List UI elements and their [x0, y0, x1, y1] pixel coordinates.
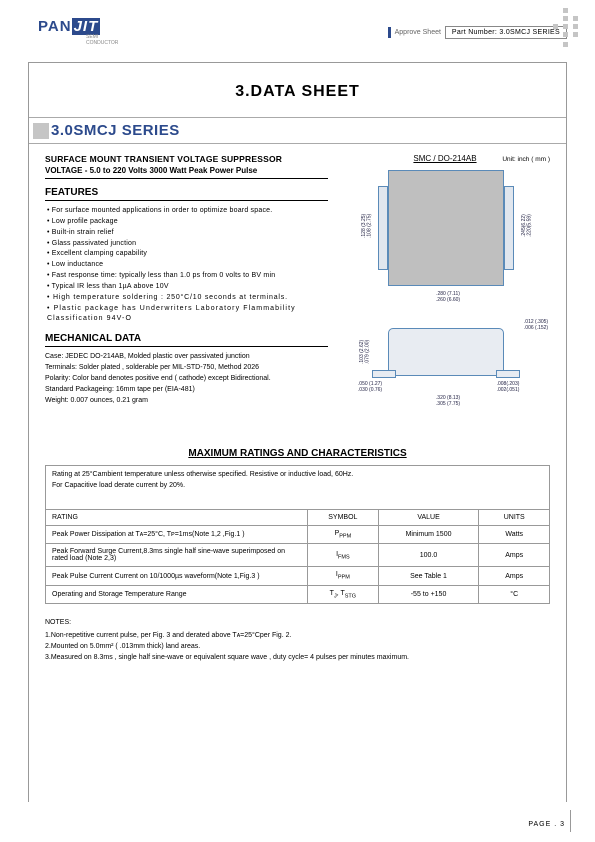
dim-thick: .012 (.305) .006 (.152)	[516, 320, 556, 331]
col-value: VALUE	[378, 510, 479, 526]
left-column: SURFACE MOUNT TRANSIENT VOLTAGE SUPPRESS…	[45, 154, 328, 432]
col-symbol: SYMBOL	[308, 510, 379, 526]
chip-body	[388, 170, 504, 286]
feature-item: Low profile package	[47, 217, 328, 228]
cell-rating: Operating and Storage Temperature Range	[46, 585, 308, 603]
cell-units: Watts	[479, 526, 550, 544]
table-row: Peak Forward Surge Current,8.3ms single …	[46, 544, 550, 567]
cell-rating: Peak Pulse Current Current on 10/1000µs …	[46, 567, 308, 585]
features-title: FEATURES	[45, 187, 328, 201]
table-row: Operating and Storage Temperature Range …	[46, 585, 550, 603]
page-footer: PAGE . 3	[528, 821, 565, 828]
package-side-figure: .103 (2.62) .079 (2.00) .050 (1.27) .030…	[340, 320, 545, 432]
mech-line: Case: JEDEC DO-214AB, Molded plastic ove…	[45, 352, 328, 363]
cell-rating: Peak Power Dissipation at Tᴀ=25°C, Tᴘ=1m…	[46, 526, 308, 544]
approve-bar-icon	[388, 27, 391, 38]
table-row: Peak Pulse Current Current on 10/1000µs …	[46, 567, 550, 585]
page-number: 3	[560, 821, 565, 828]
col-rating: RATING	[46, 510, 308, 526]
mechanical-title: MECHANICAL DATA	[45, 333, 328, 347]
content-row: SURFACE MOUNT TRANSIENT VOLTAGE SUPPRESS…	[29, 154, 566, 432]
cell-symbol: IPPM	[308, 567, 379, 585]
mechanical-data: Case: JEDEC DO-214AB, Molded plastic ove…	[45, 352, 328, 406]
series-marker-icon	[33, 123, 49, 139]
max-ratings-note: Rating at 25°Cambient temperature unless…	[45, 465, 550, 495]
logo-sub2: CONDUCTOR	[86, 40, 118, 46]
dim-right: .245(6.22) .220(5.59)	[522, 196, 533, 256]
side-foot-left	[372, 370, 396, 378]
cell-symbol: PPPM	[308, 526, 379, 544]
logo-sub: SEMI CONDUCTOR	[86, 35, 118, 46]
dim-left: .128 (3.25) .108 (2.75)	[362, 196, 373, 256]
feature-item: High temperature soldering : 250°C/10 se…	[47, 293, 328, 304]
table-spacer	[45, 495, 550, 509]
header: PANJIT SEMI CONDUCTOR Approve Sheet Part…	[0, 0, 595, 52]
voltage-line: VOLTAGE - 5.0 to 220 Volts 3000 Watt Pea…	[45, 166, 328, 179]
feature-item: Glass passivated junction	[47, 239, 328, 250]
feature-item: Typical IR less than 1µA above 10V	[47, 282, 328, 293]
cell-rating: Peak Forward Surge Current,8.3ms single …	[46, 544, 308, 567]
dim-overall-w: .320 (8.13) .305 (7.75)	[422, 396, 474, 407]
max-note-line: For Capacitive load derate current by 20…	[52, 481, 543, 492]
series-title: 3.0SMCJ SERIES	[51, 122, 180, 139]
note-line: 3.Measured on 8.3ms , single half sine-w…	[45, 653, 550, 664]
logo-jit: JIT	[72, 18, 101, 35]
package-label: SMC / DO-214AB	[410, 154, 480, 163]
features-list: For surface mounted applications in orde…	[45, 206, 328, 325]
note-line: 2.Mounted on 5.0mm² ( .013mm thick) land…	[45, 642, 550, 653]
unit-label: Unit: inch ( mm )	[480, 156, 550, 163]
package-top-figure: .128 (3.25) .108 (2.75) .245(6.22) .220(…	[340, 166, 545, 316]
approve-label: Approve Sheet	[395, 29, 441, 36]
feature-item: For surface mounted applications in orde…	[47, 206, 328, 217]
dim-foot: .050 (1.27) .030 (0.76)	[348, 382, 392, 393]
cell-symbol: TJ, TSTG	[308, 585, 379, 603]
feature-item: Low inductance	[47, 260, 328, 271]
decorative-dots-icon	[545, 8, 587, 54]
cell-value: See Table 1	[378, 567, 479, 585]
mech-line: Weight: 0.007 ounces, 0.21 gram	[45, 396, 328, 407]
page-label: PAGE .	[528, 821, 557, 828]
cell-value: Minimum 1500	[378, 526, 479, 544]
feature-item: Fast response time: typically less than …	[47, 271, 328, 282]
cell-units: °C	[479, 585, 550, 603]
document-title: 3.DATA SHEET	[29, 83, 566, 101]
footer-divider	[570, 810, 571, 832]
max-ratings-title: MAXIMUM RATINGS AND CHARACTERISTICS	[45, 448, 550, 459]
notes-section: NOTES: 1.Non-repetitive current pulse, p…	[45, 618, 550, 663]
mech-line: Terminals: Solder plated , solderable pe…	[45, 363, 328, 374]
notes-heading: NOTES:	[45, 618, 550, 629]
logo-pan: PAN	[38, 18, 72, 35]
dim-side-h: .103 (2.62) .079 (2.00)	[360, 330, 371, 374]
cell-units: Amps	[479, 544, 550, 567]
cell-value: -55 to +150	[378, 585, 479, 603]
table-row: Peak Power Dissipation at Tᴀ=25°C, Tᴘ=1m…	[46, 526, 550, 544]
table-header-row: RATING SYMBOL VALUE UNITS	[46, 510, 550, 526]
max-note-line: Rating at 25°Cambient temperature unless…	[52, 470, 543, 481]
right-column: SMC / DO-214AB Unit: inch ( mm ) .128 (3…	[340, 154, 550, 432]
side-body	[388, 328, 504, 376]
logo: PANJIT SEMI CONDUCTOR	[38, 18, 118, 46]
ratings-table: RATING SYMBOL VALUE UNITS Peak Power Dis…	[45, 509, 550, 604]
side-foot-right	[496, 370, 520, 378]
logo-main: PANJIT	[38, 18, 118, 35]
series-title-bar: 3.0SMCJ SERIES	[29, 117, 566, 144]
dim-bottom: .280 (7.11) .260 (6.60)	[418, 292, 478, 303]
feature-item: Plastic package has Underwriters Laborat…	[47, 304, 328, 326]
dim-tab: .008(.203) .002(.051)	[486, 382, 530, 393]
subheading: SURFACE MOUNT TRANSIENT VOLTAGE SUPPRESS…	[45, 154, 328, 164]
mech-line: Standard Packageing: 16mm tape per (EIA-…	[45, 385, 328, 396]
feature-item: Excellent clamping capability	[47, 249, 328, 260]
mech-line: Polarity: Color band denotes positive en…	[45, 374, 328, 385]
cell-symbol: IFMS	[308, 544, 379, 567]
page-frame: 3.DATA SHEET 3.0SMCJ SERIES SURFACE MOUN…	[28, 62, 567, 802]
lead-left	[378, 186, 388, 270]
cell-units: Amps	[479, 567, 550, 585]
col-units: UNITS	[479, 510, 550, 526]
feature-item: Built-in strain relief	[47, 228, 328, 239]
max-ratings-section: MAXIMUM RATINGS AND CHARACTERISTICS Rati…	[45, 448, 550, 604]
approve-group: Approve Sheet Part Number: 3.0SMCJ SERIE…	[388, 26, 567, 39]
note-line: 1.Non-repetitive current pulse, per Fig.…	[45, 631, 550, 642]
cell-value: 100.0	[378, 544, 479, 567]
lead-right	[504, 186, 514, 270]
